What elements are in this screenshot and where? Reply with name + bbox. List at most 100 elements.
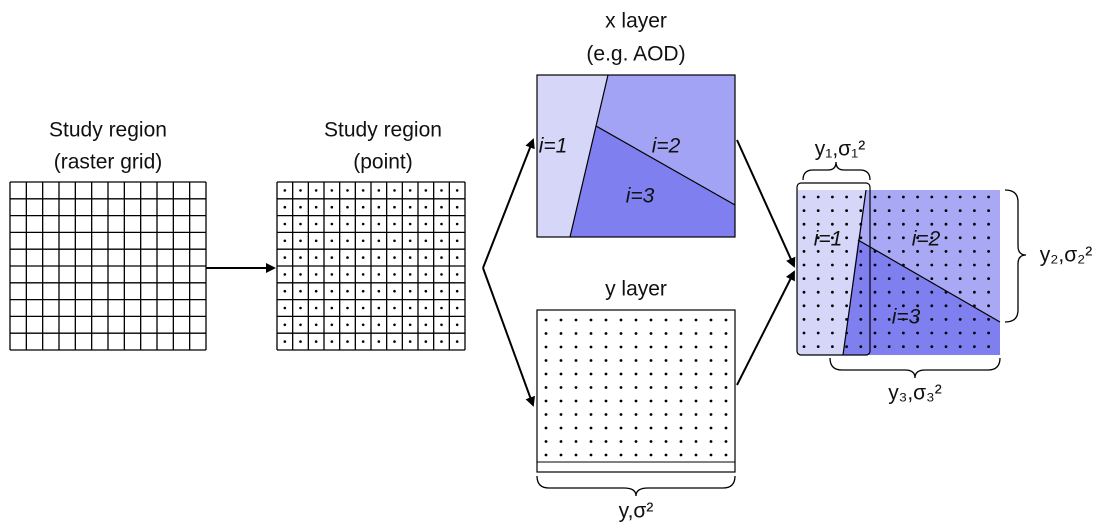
point xyxy=(802,263,806,267)
point xyxy=(664,413,668,416)
point xyxy=(664,399,668,403)
point xyxy=(694,318,698,322)
point xyxy=(424,340,428,343)
point xyxy=(973,318,976,321)
x-layer-box xyxy=(536,74,736,238)
point xyxy=(887,250,891,253)
point xyxy=(873,304,877,308)
point xyxy=(724,453,728,457)
point xyxy=(859,304,863,308)
region-3 xyxy=(843,240,1000,355)
point xyxy=(559,372,563,376)
point xyxy=(973,209,976,213)
point xyxy=(816,345,820,348)
point xyxy=(724,318,728,322)
point xyxy=(299,273,302,276)
point xyxy=(330,239,334,243)
point xyxy=(987,195,990,199)
point xyxy=(709,372,713,376)
point xyxy=(330,273,334,276)
point xyxy=(634,386,638,389)
point xyxy=(845,318,848,321)
point xyxy=(916,209,919,213)
point xyxy=(377,273,381,276)
point xyxy=(944,277,948,280)
point xyxy=(831,318,834,321)
point xyxy=(664,453,668,457)
point xyxy=(619,318,623,322)
point xyxy=(314,222,318,226)
point xyxy=(299,222,302,226)
point xyxy=(314,205,318,209)
point xyxy=(859,318,863,321)
point xyxy=(873,318,877,321)
point xyxy=(958,263,962,267)
point xyxy=(559,359,563,362)
point xyxy=(873,222,877,226)
point xyxy=(544,440,548,443)
point xyxy=(887,209,891,213)
point xyxy=(958,331,962,335)
point xyxy=(361,222,365,226)
point xyxy=(859,209,863,213)
point xyxy=(408,273,412,276)
point xyxy=(408,340,412,343)
point xyxy=(973,263,976,267)
point xyxy=(346,273,349,276)
point xyxy=(574,372,578,376)
point xyxy=(802,277,806,280)
point xyxy=(393,273,396,276)
point xyxy=(973,250,976,253)
point xyxy=(664,426,668,430)
y-label: y₁,σ₁² xyxy=(815,138,865,161)
point xyxy=(559,386,563,389)
boundary xyxy=(857,239,1001,323)
point xyxy=(902,222,905,226)
point xyxy=(574,399,578,403)
point xyxy=(283,222,287,226)
point xyxy=(574,386,578,389)
point xyxy=(377,256,381,259)
point xyxy=(649,440,653,443)
point xyxy=(649,413,653,416)
point xyxy=(544,359,548,362)
point xyxy=(424,306,428,310)
point xyxy=(679,332,683,335)
point xyxy=(377,306,381,310)
point xyxy=(679,426,683,430)
boundary xyxy=(842,189,867,356)
point xyxy=(440,205,443,209)
point xyxy=(589,426,593,430)
point xyxy=(589,318,593,322)
point xyxy=(283,323,287,327)
point xyxy=(574,332,578,335)
point xyxy=(330,189,334,192)
region-1 xyxy=(537,75,608,237)
point xyxy=(930,331,934,335)
point xyxy=(944,331,948,335)
point xyxy=(377,239,381,243)
point xyxy=(679,399,683,403)
point xyxy=(393,205,396,209)
region-label: i=2 xyxy=(912,228,941,251)
point xyxy=(902,250,905,253)
point xyxy=(944,222,948,226)
panel-title: Study region xyxy=(49,119,167,142)
point xyxy=(944,250,948,253)
point xyxy=(559,440,563,443)
point xyxy=(330,256,334,259)
point xyxy=(634,399,638,403)
point xyxy=(831,236,834,240)
point xyxy=(902,209,905,213)
point xyxy=(859,195,863,199)
point xyxy=(816,318,820,321)
point xyxy=(916,290,919,294)
point xyxy=(802,331,806,335)
point xyxy=(802,222,806,226)
point xyxy=(634,359,638,362)
region-3 xyxy=(570,126,735,237)
point xyxy=(802,236,806,240)
point xyxy=(544,345,548,349)
point xyxy=(973,304,976,308)
point xyxy=(845,277,848,280)
